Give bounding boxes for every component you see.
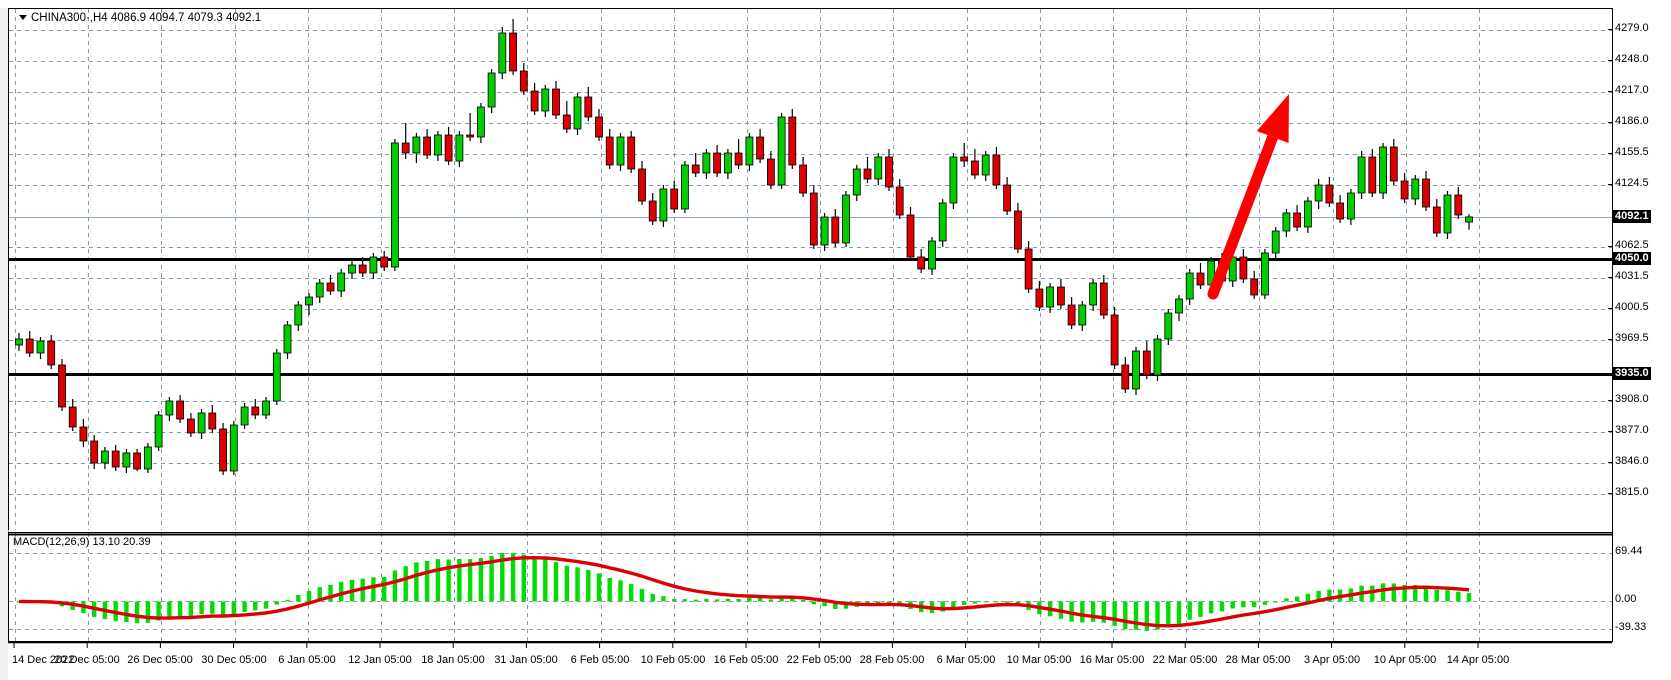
time-axis-label: 31 Jan 05:00 [494, 654, 558, 666]
price-scale-tick [1608, 60, 1613, 61]
time-axis-label: 28 Feb 05:00 [859, 654, 925, 666]
time-axis-label: 18 Jan 05:00 [421, 654, 485, 666]
time-axis-label: 28 Mar 05:00 [1225, 654, 1291, 666]
time-axis-label: 6 Jan 05:00 [278, 654, 336, 666]
price-chart-svg [9, 9, 1612, 530]
time-axis-label: 6 Mar 05:00 [936, 654, 996, 666]
price-scale-tick [1608, 153, 1613, 154]
time-axis-svg [8, 642, 1612, 648]
time-axis-label: 26 Dec 05:00 [127, 654, 193, 666]
price-scale-label-highlight: 4092.1 [1613, 210, 1651, 223]
price-scale-label: 3908.0 [1615, 393, 1649, 405]
price-scale-tick [1608, 400, 1613, 401]
price-scale-tick [1608, 246, 1613, 247]
price-scale-label: 3877.0 [1615, 424, 1649, 436]
price-scale-label-highlight: 4050.0 [1613, 252, 1651, 265]
time-axis-label: 3 Apr 05:00 [1303, 654, 1361, 666]
time-axis-label: 16 Feb 05:00 [713, 654, 779, 666]
macd-indicator-pane[interactable]: MACD(12,26,9) 13.10 20.39 [8, 532, 1612, 642]
time-axis-label: 14 Apr 05:00 [1446, 654, 1510, 666]
time-axis-label: 22 Mar 05:00 [1152, 654, 1218, 666]
price-scale-tick [1608, 493, 1613, 494]
price-scale-label: 4062.5 [1615, 239, 1649, 251]
price-scale-label: 4000.5 [1615, 301, 1649, 313]
macd-signal-line [18, 555, 1470, 628]
time-axis-label: 12 Jan 05:00 [348, 654, 412, 666]
price-scale-label: 4186.0 [1615, 115, 1649, 127]
candle-series [15, 19, 1473, 475]
time-axis-label: 14 Dec 2022 [12, 654, 75, 666]
chart-symbol-header: CHINA300·,H4 4086.9 4094.7 4079.3 4092.1 [19, 12, 261, 24]
price-scale-tick [1608, 308, 1613, 309]
price-chart-pane[interactable]: CHINA300·,H4 4086.9 4094.7 4079.3 4092.1 [8, 8, 1612, 530]
time-axis-label: 10 Apr 05:00 [1373, 654, 1437, 666]
price-scale-tick [1608, 91, 1613, 92]
price-scale-tick [1608, 462, 1613, 463]
time-axis-label: 30 Dec 05:00 [201, 654, 267, 666]
time-axis-label: 10 Feb 05:00 [640, 654, 706, 666]
price-scale-tick [1608, 184, 1613, 185]
price-scale-label: 3815.0 [1615, 486, 1649, 498]
time-axis-label: 10 Mar 05:00 [1006, 654, 1072, 666]
price-scale-label: 4248.0 [1615, 53, 1649, 65]
time-axis-label: 6 Feb 05:00 [570, 654, 630, 666]
time-axis-label: 20 Dec 05:00 [54, 654, 120, 666]
macd-scale-label: 69.44 [1615, 545, 1643, 557]
price-scale-tick [1608, 122, 1613, 123]
time-axis-label: 16 Mar 05:00 [1079, 654, 1145, 666]
collapse-triangle-icon[interactable] [19, 15, 27, 21]
price-scale-tick [1608, 339, 1613, 340]
price-scale-label: 3846.0 [1615, 455, 1649, 467]
price-scale-tick [1608, 431, 1613, 432]
macd-scale-label: 0.00 [1615, 593, 1637, 605]
macd-chart-svg [9, 533, 1612, 641]
price-scale-tick [1608, 29, 1613, 30]
price-scale-axis[interactable]: 4279.0 4248.0 4217.0 4186.0 4155.5 4124.5 4092… [1608, 8, 1671, 642]
price-scale-label: 4279.0 [1615, 22, 1649, 34]
price-scale-tick [1608, 277, 1613, 278]
price-scale-label-highlight: 3935.0 [1613, 367, 1651, 380]
chart-symbol-text: CHINA300·,H4 4086.9 4094.7 4079.3 4092.1 [31, 12, 262, 24]
price-scale-label: 4217.0 [1615, 84, 1649, 96]
bullish-arrow-annotation [1207, 94, 1289, 300]
macd-scale-label: -39.33 [1615, 621, 1647, 633]
price-scale-label: 4124.5 [1615, 177, 1649, 189]
price-scale-label: 4155.5 [1615, 146, 1649, 158]
price-scale-label: 4031.5 [1615, 270, 1649, 282]
macd-header-label: MACD(12,26,9) 13.10 20.39 [13, 536, 151, 548]
time-axis-label: 22 Feb 05:00 [786, 654, 852, 666]
time-axis[interactable]: 14 Dec 2022 20 Dec 05:00 26 Dec 05:00 30 De… [8, 642, 1612, 680]
macd-histogram [16, 552, 1472, 631]
price-scale-label: 3969.5 [1615, 332, 1649, 344]
